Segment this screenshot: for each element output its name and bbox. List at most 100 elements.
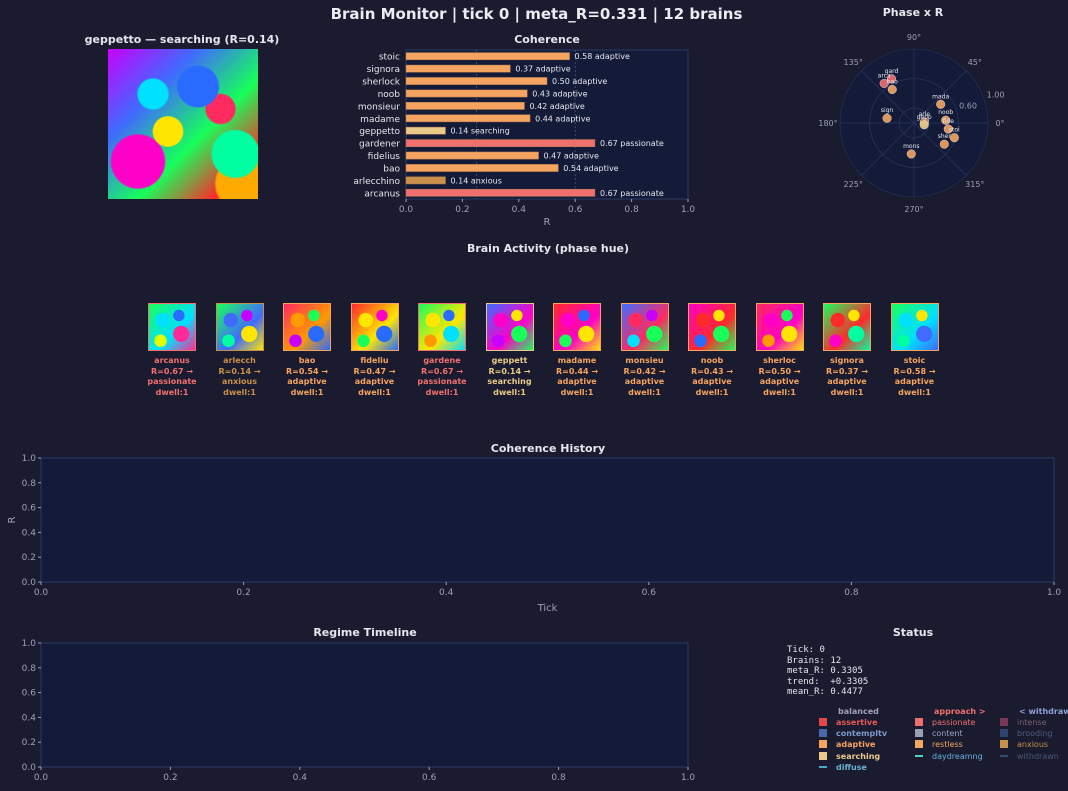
history-y-tick-label: 0.6: [22, 504, 37, 514]
phase-angle-label: 270°: [904, 205, 923, 214]
coherence-bar-monsieur: [405, 102, 525, 110]
phase-point-label: sign: [881, 107, 894, 114]
legend-label: anxious: [1017, 740, 1049, 750]
phase-point-label: stoi: [949, 127, 960, 134]
brain-dwell: dwell:1: [898, 387, 931, 397]
legend-label: passionate: [932, 718, 976, 727]
legend-item-diffuse: diffuse: [819, 763, 867, 772]
phase-angle-label: 90°: [907, 33, 921, 42]
coherence-category-label: sherlock: [362, 78, 401, 88]
coherence-value-label: 0.67 passionate: [600, 189, 664, 198]
legend-label: daydreamng: [932, 751, 983, 761]
coherence-x-tick-label: 0.8: [624, 205, 639, 215]
legend-item-intense: intense: [1000, 718, 1047, 727]
brain-dwell: dwell:1: [560, 387, 594, 397]
legend-label: intense: [1017, 718, 1047, 727]
history-x-tick-label: 0.2: [236, 588, 250, 598]
coherence-category-label: noob: [378, 90, 401, 100]
phase-point-sign: [882, 113, 892, 123]
status-mean-r: mean_R: 0.4477: [787, 687, 863, 697]
coherence-bar-fidelius: [405, 151, 539, 160]
timeline-x-tick-label: 0.8: [551, 773, 566, 783]
coherence-bar-arlecchino: [405, 176, 446, 185]
brain-label-arcanus: arcanus R=0.67 → passionate dwell:1: [139, 356, 205, 398]
phase-point-sher: [939, 139, 949, 149]
phase-angle-grid: [861, 122, 915, 176]
coherence-x-tick-label: 0.4: [512, 205, 527, 215]
legend-item-adaptive: adaptive: [819, 740, 875, 749]
phase-title: Phase x R: [882, 6, 944, 19]
legend-item-assertive: assertive: [819, 718, 878, 727]
legend-item-daydreamng: daydreamng: [915, 752, 983, 761]
history-y-tick-label: 0.8: [22, 479, 37, 489]
legend-item-brooding: brooding: [1000, 729, 1052, 738]
brain-thumbnail-geppett: [485, 303, 534, 351]
phase-point-label: noob: [938, 109, 953, 116]
history-x-tick-label: 1.0: [1047, 588, 1062, 598]
brain-name: signora: [830, 356, 864, 365]
status-trend: trend: +0.3305: [787, 676, 869, 687]
page-title: Brain Monitor | tick 0 | meta_R=0.331 | …: [330, 5, 743, 23]
brain-dwell: dwell:1: [290, 387, 324, 397]
coherence-chart: stoic 0.58 adaptive signora 0.37 adaptive sh…: [353, 49, 696, 228]
brain-state: anxious: [222, 377, 257, 386]
phase-angle-label: 180°: [818, 119, 837, 128]
activity-title: Brain Activity (phase hue): [466, 242, 630, 255]
coherence-category-label: monsieur: [358, 102, 400, 112]
phase-point-label: sher: [938, 133, 952, 140]
coherence-value-label: 0.67 passionate: [600, 139, 664, 148]
phase-point-bao: [887, 84, 897, 94]
legend-swatch: [915, 740, 923, 749]
coherence-x-tick-label: 0.2: [455, 205, 469, 215]
coherence-x-tick-label: 0.0: [399, 205, 414, 215]
brain-r-line: R=0.47 →: [353, 366, 396, 376]
legend-swatch: [819, 765, 827, 768]
phase-angle-label: 315°: [965, 180, 984, 189]
legend-swatch: [819, 729, 827, 738]
legend-swatch: [915, 718, 923, 726]
brain-thumbnail-stoic: [890, 303, 939, 351]
brain-thumbnail-gardene: [418, 303, 466, 351]
timeline-title: Regime Timeline: [313, 626, 417, 639]
legend-item-restless: restless: [915, 740, 963, 749]
phase-point-label: gepp: [917, 114, 932, 121]
coherence-x-tick-label: 1.0: [681, 205, 696, 215]
legend-label: withdrawn: [1017, 751, 1059, 761]
brain-thumbnail-madame: [553, 303, 601, 351]
phase-angle-label: 225°: [844, 180, 863, 189]
brain-r-line: R=0.37 →: [825, 366, 869, 376]
coherence-category-label: stoic: [379, 53, 400, 63]
phase-angle-label: 135°: [844, 58, 863, 67]
brain-label-sherloc: sherloc R=0.50 → adaptive dwell:1: [747, 356, 813, 398]
coherence-x-axis-label: R: [544, 217, 551, 228]
coherence-bar-arcanus: [405, 188, 596, 197]
phase-point-label: gard: [885, 68, 899, 75]
coherence-bar-bao: [405, 164, 559, 172]
status-brains: Brains: 12: [787, 655, 842, 666]
brain-thumbnail-bao: [283, 303, 331, 351]
timeline-y-tick-label: 0.2: [22, 738, 36, 748]
phase-angle-grid: [913, 122, 967, 176]
brain-thumbnail-fideliu: [350, 303, 399, 351]
legend-swatch: [915, 754, 923, 757]
timeline-x-tick-label: 0.2: [163, 773, 177, 783]
legend-swatch: [1000, 754, 1008, 757]
brain-label-fideliu: fideliu R=0.47 → adaptive dwell:1: [342, 356, 408, 398]
timeline-x-tick-label: 0.0: [34, 773, 49, 783]
legend-label: restless: [932, 740, 963, 750]
legend-item-contempltv: contempltv: [819, 729, 887, 738]
focus-panel-title: geppetto — searching (R=0.14): [84, 33, 280, 46]
phase-radial-label: 0.60: [959, 101, 977, 110]
brain-name: arcanus: [154, 356, 190, 365]
brain-name: monsieu: [625, 356, 664, 365]
focus-brain-image: [108, 49, 258, 199]
phase-radial-label: 1.00: [987, 90, 1005, 99]
history-y-tick-label: 0.2: [22, 553, 36, 563]
timeline-y-tick-label: 0.8: [22, 664, 37, 674]
history-plot-area: [40, 457, 1055, 583]
coherence-category-label: arlecchino: [353, 177, 400, 187]
legend-item-withdrawn: withdrawn: [1000, 752, 1059, 761]
phase-angle-grid: [861, 70, 915, 124]
brain-state: adaptive: [557, 377, 597, 386]
brain-label-madame: madame R=0.44 → adaptive dwell:1: [544, 356, 610, 398]
